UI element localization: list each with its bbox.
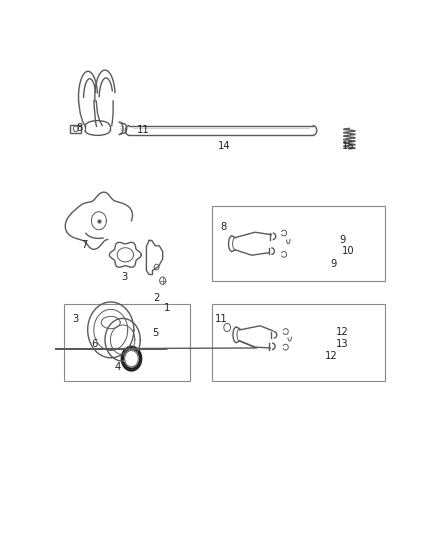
Text: 3: 3 <box>121 272 127 282</box>
Text: 15: 15 <box>342 141 355 151</box>
Text: 9: 9 <box>330 259 336 269</box>
Text: 9: 9 <box>339 235 346 245</box>
Bar <box>64 304 190 381</box>
Text: 3: 3 <box>73 314 79 324</box>
Text: 2: 2 <box>153 293 160 303</box>
Text: 14: 14 <box>218 141 231 151</box>
Text: 5: 5 <box>152 328 158 338</box>
Text: 8: 8 <box>76 123 82 133</box>
Text: 13: 13 <box>336 339 349 349</box>
Circle shape <box>125 350 138 367</box>
Text: 7: 7 <box>81 239 88 249</box>
Text: 6: 6 <box>92 339 98 349</box>
Text: 11: 11 <box>137 125 150 135</box>
Text: 4: 4 <box>114 362 121 372</box>
Text: 8: 8 <box>221 222 227 232</box>
Text: 1: 1 <box>164 303 171 313</box>
Text: 12: 12 <box>325 351 338 361</box>
Bar <box>71 125 81 133</box>
Bar <box>212 304 385 381</box>
Text: 10: 10 <box>342 246 355 256</box>
Text: 12: 12 <box>336 327 349 336</box>
Text: 11: 11 <box>215 314 227 324</box>
Bar <box>212 206 385 281</box>
